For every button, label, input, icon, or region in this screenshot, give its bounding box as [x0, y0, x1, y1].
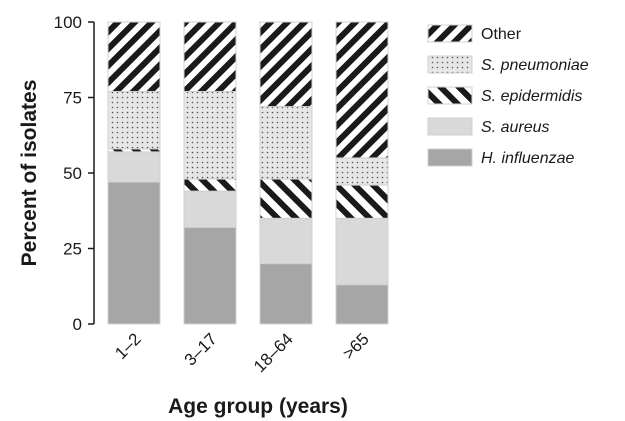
bar-segment-other-3-17	[183, 21, 237, 92]
legend-label-s-pneumoniae: S. pneumoniae	[481, 57, 589, 74]
bar-segment-s-aureus-3-17	[183, 190, 237, 228]
bar-segment-h-influenzae-3-17	[183, 226, 237, 325]
legend-swatch-s-pneumoniae	[427, 55, 473, 74]
bar-segment-other-65	[335, 21, 389, 159]
legend: Other S. pneumoniae S. epidermidis S. aureu…	[427, 24, 589, 167]
bar-segment-other-1-2	[107, 21, 161, 92]
bar-segment-other-18-64	[259, 21, 313, 108]
bar-segment-s-pneumoniae-3-17	[183, 90, 237, 180]
y-tick-label: 75	[63, 89, 82, 108]
x-tick-label: 3–17	[181, 329, 221, 369]
bar-segment-s-pneumoniae-18-64	[259, 106, 313, 180]
y-ticks: 0 25 50 75 100	[54, 13, 94, 334]
x-tick-label: 1–2	[111, 329, 144, 362]
bar-segment-s-pneumoniae-1-2	[107, 90, 161, 150]
legend-label-s-aureus: S. aureus	[481, 119, 549, 136]
bar-segment-s-epidermidis-65	[335, 184, 389, 219]
legend-swatch-other	[427, 24, 473, 43]
legend-swatch-h-influenzae	[427, 148, 473, 167]
bar-segment-s-aureus-18-64	[259, 217, 313, 265]
bar-segment-s-aureus-65	[335, 217, 389, 286]
x-axis-title: Age group (years)	[168, 395, 348, 418]
legend-label-s-epidermidis: S. epidermidis	[481, 88, 582, 105]
bar-segment-s-epidermidis-18-64	[259, 178, 313, 219]
x-ticks: 1–2 3–17 18–64 >65	[111, 329, 372, 376]
legend-label-h-influenzae: H. influenzae	[481, 150, 574, 167]
legend-swatch-s-aureus	[427, 117, 473, 136]
y-tick-label: 0	[73, 315, 82, 334]
legend-label-other: Other	[481, 26, 522, 43]
legend-swatch-s-epidermidis	[427, 86, 473, 105]
y-tick-label: 50	[63, 164, 82, 183]
bars-group	[107, 21, 389, 325]
bar-segment-h-influenzae-18-64	[259, 263, 313, 325]
y-tick-label: 100	[54, 13, 82, 32]
bar-segment-h-influenzae-1-2	[107, 181, 161, 325]
bar-segment-s-epidermidis-3-17	[183, 178, 237, 192]
bar-segment-h-influenzae-65	[335, 284, 389, 325]
x-tick-label: >65	[339, 329, 373, 363]
bar-segment-s-pneumoniae-65	[335, 157, 389, 186]
bar-segment-s-aureus-1-2	[107, 151, 161, 183]
x-tick-label: 18–64	[250, 329, 297, 376]
y-axis-title: Percent of isolates	[18, 80, 41, 267]
y-tick-label: 25	[63, 240, 82, 259]
